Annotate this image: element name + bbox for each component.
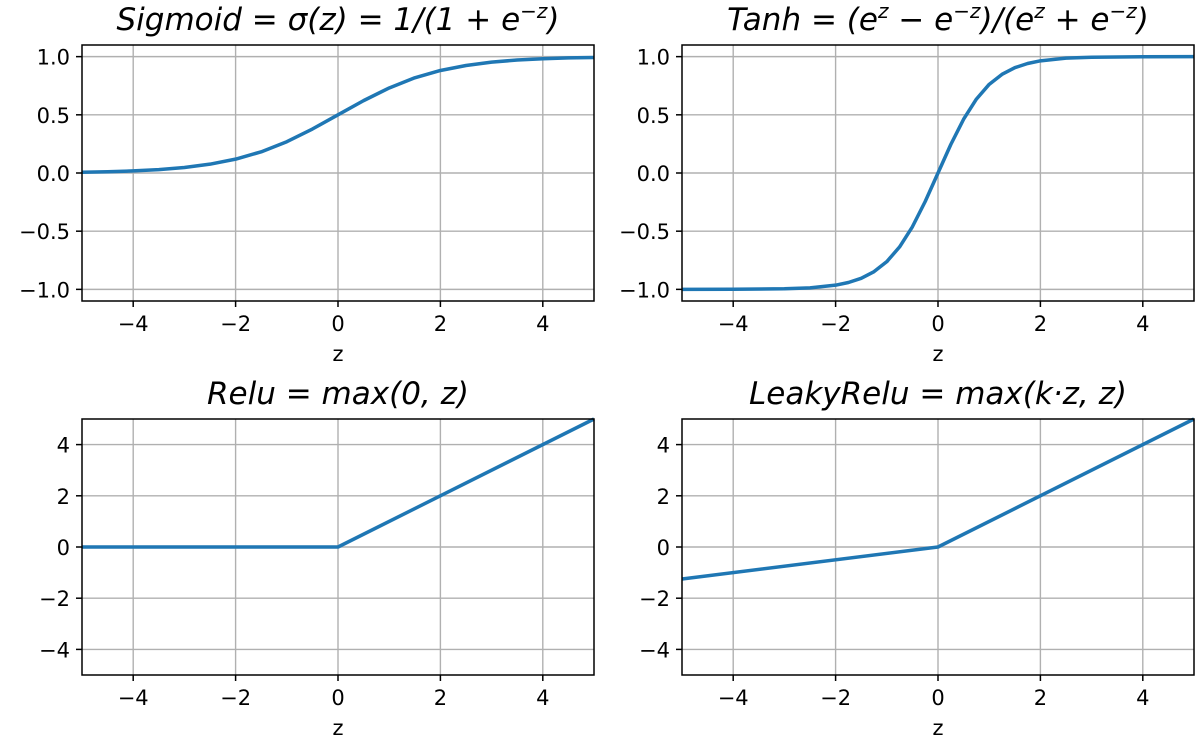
- tanh-title-part: Tanh: [727, 2, 801, 38]
- leaky-relu-panel: −4 −2 0 2 4 −4 −2 0 2 4 z LeakyRelu = max(k·z, z): [639, 376, 1195, 740]
- relu-panel: −4 −2 0 2 4 −4 −2 0 2 4 z Relu = max(0, z): [39, 376, 595, 740]
- tanh-title-part: z: [877, 0, 889, 23]
- tanh-x-tick-label: −4: [718, 312, 749, 336]
- leaky-relu-title: LeakyRelu = max(k·z, z): [749, 376, 1127, 412]
- sigmoid-y-tick-label: 0.5: [37, 104, 70, 128]
- tanh-y-tick-label: −1.0: [619, 278, 670, 302]
- tanh-y-tick-label: 0.5: [637, 104, 670, 128]
- relu-curve: [82, 417, 595, 549]
- relu-x-tick-label: 4: [536, 686, 549, 710]
- leaky-relu-curve: [681, 417, 1195, 581]
- sigmoid-curve: [81, 55, 595, 174]
- tanh-y-tick-label: 0.0: [637, 162, 670, 186]
- relu-y-tick-label: −2: [39, 587, 70, 611]
- sigmoid-x-tick-label: −4: [118, 312, 149, 336]
- relu-x-tick-label: 2: [434, 686, 447, 710]
- leaky-relu-x-tick-label: 2: [1034, 686, 1047, 710]
- tanh-title-part: − e: [888, 2, 953, 38]
- tanh-x-axis-label: z: [932, 342, 943, 366]
- tanh-title-part: + e: [1045, 2, 1110, 38]
- sigmoid-title-part: = σ(z) = 1/(1 + e: [242, 2, 520, 38]
- sigmoid-y-tick-label: −0.5: [19, 220, 70, 244]
- relu-x-tick-label: −4: [118, 686, 149, 710]
- sigmoid-x-tick-label: 0: [331, 312, 344, 336]
- tanh-y-tick-label: 1.0: [637, 46, 670, 70]
- tanh-title-part: z: [1033, 0, 1045, 23]
- leaky-relu-y-tick-label: −2: [639, 587, 670, 611]
- relu-title-part: = max(0, z): [276, 376, 469, 412]
- tanh-x-tick-label: −2: [820, 312, 851, 336]
- leaky-relu-x-tick-label: 4: [1136, 686, 1149, 710]
- tanh-title-part: −z: [953, 0, 981, 23]
- relu-y-tick-label: 2: [57, 485, 70, 509]
- sigmoid-title-part: −z: [520, 0, 548, 23]
- sigmoid-y-tick-label: 1.0: [37, 46, 70, 70]
- leaky-relu-x-tick-label: −2: [820, 686, 851, 710]
- tanh-curve: [681, 54, 1195, 292]
- sigmoid-panel: −4 −2 0 2 4 −1.0 −0.5 0.0 0.5 1.0 z Sigmoid = σ(z) …: [19, 0, 595, 366]
- leaky-relu-title-part: = max(k·z, z): [910, 376, 1127, 412]
- relu-title: Relu = max(0, z): [207, 376, 469, 412]
- leaky-relu-x-tick-label: −4: [718, 686, 749, 710]
- relu-title-part: Relu: [207, 376, 276, 412]
- tanh-title-part: )/(e: [979, 2, 1035, 38]
- tanh-y-tick-label: −0.5: [619, 220, 670, 244]
- relu-y-tick-label: 4: [57, 434, 70, 458]
- sigmoid-x-tick-label: 4: [536, 312, 549, 336]
- leaky-relu-x-tick-label: 0: [931, 686, 944, 710]
- relu-y-tick-label: 0: [57, 536, 70, 560]
- leaky-relu-x-axis-label: z: [932, 716, 943, 740]
- sigmoid-x-tick-label: 2: [434, 312, 447, 336]
- sigmoid-y-tick-label: −1.0: [19, 278, 70, 302]
- tanh-title-part: ): [1135, 2, 1149, 38]
- tanh-x-tick-label: 0: [931, 312, 944, 336]
- tanh-title-part: −z: [1109, 0, 1137, 23]
- sigmoid-x-axis-label: z: [332, 342, 343, 366]
- tanh-title: Tanh = (ez − e−z)/(ez + e−z): [727, 0, 1149, 38]
- leaky-relu-y-tick-label: 4: [657, 434, 670, 458]
- relu-x-tick-label: −2: [220, 686, 251, 710]
- sigmoid-title-part: Sigmoid: [116, 2, 242, 38]
- tanh-title-part: = (e: [801, 2, 878, 38]
- tanh-x-tick-label: 2: [1034, 312, 1047, 336]
- relu-x-axis-label: z: [332, 716, 343, 740]
- leaky-relu-y-tick-label: 2: [657, 485, 670, 509]
- sigmoid-y-tick-label: 0.0: [37, 162, 70, 186]
- relu-x-tick-label: 0: [331, 686, 344, 710]
- relu-y-tick-label: −4: [39, 638, 70, 662]
- sigmoid-title-part: ): [545, 2, 559, 38]
- leaky-relu-title-part: LeakyRelu: [749, 376, 910, 412]
- sigmoid-title: Sigmoid = σ(z) = 1/(1 + e−z): [116, 0, 559, 38]
- leaky-relu-y-tick-label: −4: [639, 638, 670, 662]
- tanh-x-tick-label: 4: [1136, 312, 1149, 336]
- leaky-relu-y-tick-label: 0: [657, 536, 670, 560]
- sigmoid-x-tick-label: −2: [220, 312, 251, 336]
